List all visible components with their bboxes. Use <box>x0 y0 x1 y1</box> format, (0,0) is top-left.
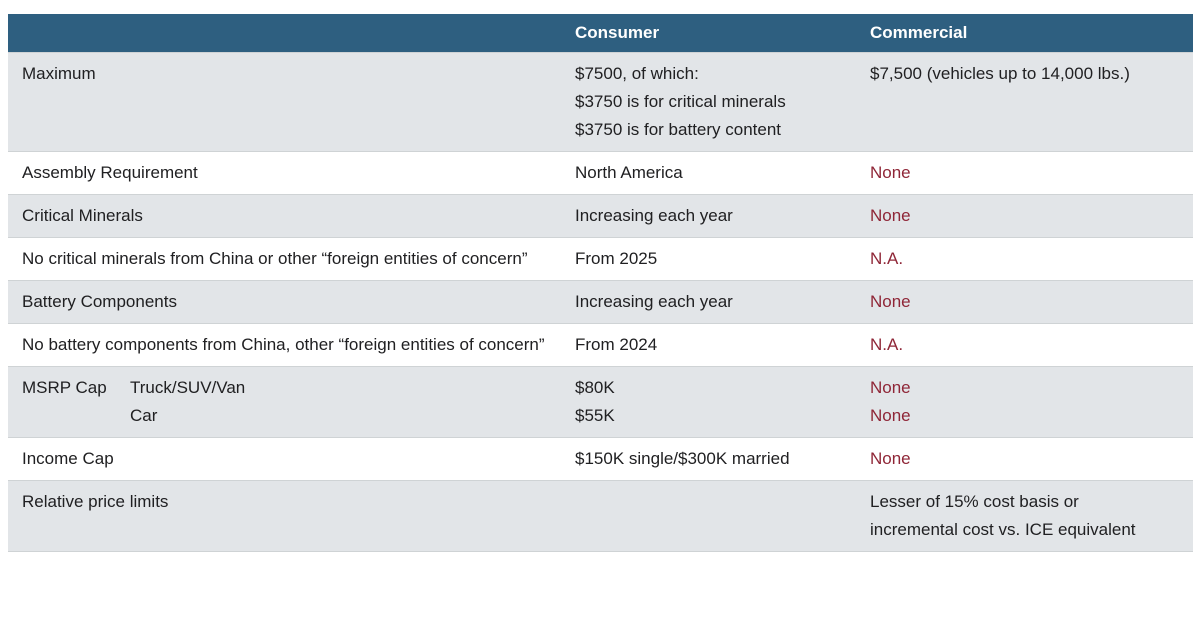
commercial-cell: N.A. <box>870 323 1193 366</box>
row-label: Assembly Requirement <box>22 162 198 182</box>
commercial-value: None <box>870 162 911 182</box>
consumer-value: $55K <box>575 405 615 425</box>
consumer-value: Increasing each year <box>575 205 733 225</box>
row-label-cell: Maximum <box>8 52 575 151</box>
consumer-value: $150K single/$300K married <box>575 448 790 468</box>
consumer-value: $3750 is for critical minerals <box>575 91 786 111</box>
table-row: Relative price limits Lesser of 15% cost … <box>8 480 1193 551</box>
table-row: Income Cap $150K single/$300K married None <box>8 437 1193 480</box>
row-label: Battery Components <box>22 291 177 311</box>
consumer-cell: Increasing each year <box>575 280 870 323</box>
row-sublabel: Truck/SUV/Van <box>130 377 246 397</box>
table-row: Battery Components Increasing each year No… <box>8 280 1193 323</box>
header-row: Consumer Commercial <box>8 14 1193 52</box>
row-label: No battery components from China, other … <box>22 334 545 354</box>
header-commercial: Commercial <box>870 14 1193 52</box>
row-label-cell: Critical Minerals <box>8 194 575 237</box>
row-label: MSRP Cap <box>22 377 107 397</box>
row-sublabels: Truck/SUV/Van Car <box>130 374 245 430</box>
row-label-cell: MSRP Cap Truck/SUV/Van Car <box>8 366 575 437</box>
row-label: Maximum <box>22 63 96 83</box>
table-row: No battery components from China, other … <box>8 323 1193 366</box>
commercial-cell: None <box>870 194 1193 237</box>
consumer-cell: From 2025 <box>575 237 870 280</box>
consumer-value: $7500, of which: <box>575 63 699 83</box>
commercial-cell: None None <box>870 366 1193 437</box>
row-label: Critical Minerals <box>22 205 143 225</box>
row-label-group: MSRP Cap Truck/SUV/Van Car <box>22 374 547 430</box>
commercial-value: None <box>870 377 911 397</box>
commercial-value: incremental cost vs. ICE equivalent <box>870 519 1136 539</box>
commercial-value: None <box>870 448 911 468</box>
consumer-cell: Increasing each year <box>575 194 870 237</box>
commercial-cell: None <box>870 151 1193 194</box>
commercial-value: None <box>870 205 911 225</box>
consumer-value: North America <box>575 162 683 182</box>
commercial-cell: Lesser of 15% cost basis or incremental c… <box>870 480 1193 551</box>
commercial-value: N.A. <box>870 334 904 354</box>
row-label-cell: Battery Components <box>8 280 575 323</box>
header-consumer: Consumer <box>575 14 870 52</box>
commercial-value: None <box>870 405 911 425</box>
row-label-cell: Assembly Requirement <box>8 151 575 194</box>
table-header: Consumer Commercial <box>8 14 1193 52</box>
commercial-cell: None <box>870 280 1193 323</box>
table-row: MSRP Cap Truck/SUV/Van Car $80K $55K None None <box>8 366 1193 437</box>
table-body: Maximum $7500, of which: $3750 is for crit… <box>8 52 1193 551</box>
row-sublabel: Car <box>130 405 158 425</box>
consumer-value: From 2025 <box>575 248 658 268</box>
header-empty-cell <box>8 14 575 52</box>
commercial-value: $7,500 (vehicles up to 14,000 lbs.) <box>870 63 1130 83</box>
consumer-cell: North America <box>575 151 870 194</box>
consumer-value: $80K <box>575 377 615 397</box>
table-row: Maximum $7500, of which: $3750 is for crit… <box>8 52 1193 151</box>
row-label: No critical minerals from China or other… <box>22 248 528 268</box>
table-row: Assembly Requirement North America None <box>8 151 1193 194</box>
row-label-cell: No battery components from China, other … <box>8 323 575 366</box>
consumer-cell <box>575 480 870 551</box>
table-row: No critical minerals from China or other… <box>8 237 1193 280</box>
ev-tax-credit-comparison-table: Consumer Commercial Maximum $7500, of whi… <box>8 14 1193 552</box>
row-label-cell: Relative price limits <box>8 480 575 551</box>
row-label: Relative price limits <box>22 491 169 511</box>
consumer-value: From 2024 <box>575 334 658 354</box>
consumer-value: $3750 is for battery content <box>575 119 782 139</box>
commercial-cell: None <box>870 437 1193 480</box>
table-row: Critical Minerals Increasing each year Non… <box>8 194 1193 237</box>
row-label: Income Cap <box>22 448 114 468</box>
consumer-cell: $80K $55K <box>575 366 870 437</box>
commercial-value: Lesser of 15% cost basis or <box>870 491 1079 511</box>
row-label-cell: No critical minerals from China or other… <box>8 237 575 280</box>
consumer-cell: $7500, of which: $3750 is for critical mi… <box>575 52 870 151</box>
row-label-cell: Income Cap <box>8 437 575 480</box>
commercial-value: N.A. <box>870 248 904 268</box>
consumer-cell: From 2024 <box>575 323 870 366</box>
consumer-value: Increasing each year <box>575 291 733 311</box>
commercial-value: None <box>870 291 911 311</box>
commercial-cell: $7,500 (vehicles up to 14,000 lbs.) <box>870 52 1193 151</box>
commercial-cell: N.A. <box>870 237 1193 280</box>
consumer-cell: $150K single/$300K married <box>575 437 870 480</box>
